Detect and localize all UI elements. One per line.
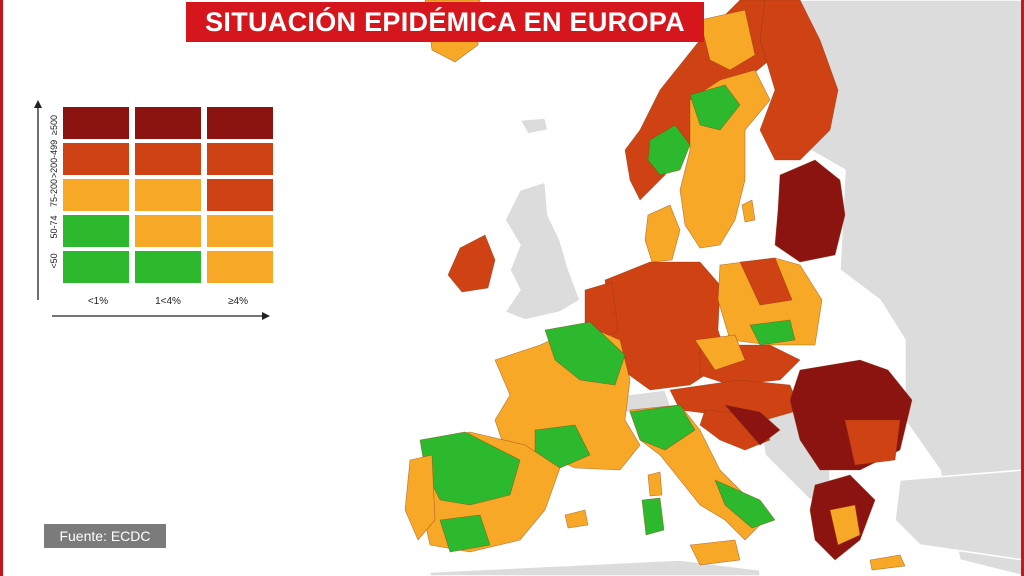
legend-cell: [206, 142, 274, 176]
non-eu-land: [429, 0, 1024, 576]
estonia-latvia-lithuania: [774, 159, 846, 263]
legend-cell: [206, 106, 274, 140]
croatia-dark: [724, 404, 781, 446]
north-africa: [429, 559, 761, 576]
sweden-green: [689, 84, 741, 131]
legend-cell: [206, 178, 274, 212]
france-green-s: [534, 424, 591, 469]
legend-col-label: 1<4%: [155, 296, 181, 307]
legend-row-label: <50: [49, 253, 59, 269]
great-britain: [503, 181, 581, 321]
norway-orange: [699, 9, 756, 71]
denmark: [644, 204, 681, 263]
legend-axes: [34, 100, 270, 320]
legend-cell: [134, 106, 202, 140]
legend-col-label: <1%: [87, 296, 109, 307]
balearic: [564, 509, 589, 529]
portugal: [404, 454, 436, 541]
legend-cell: [134, 250, 202, 284]
norway-green: [647, 124, 691, 176]
poland-green: [749, 319, 796, 346]
legend-cell: [134, 142, 202, 176]
cyprus-crete: [869, 554, 906, 571]
corsica: [647, 471, 663, 497]
ireland: [447, 234, 496, 293]
czech-orange: [694, 334, 746, 371]
legend-cell: [62, 142, 130, 176]
source-label: Fuente: ECDC: [44, 524, 166, 548]
legend-cell: [134, 178, 202, 212]
romania-red: [844, 419, 901, 466]
legend-cell: [62, 250, 130, 284]
iceland: [518, 117, 549, 135]
france-green-ne: [544, 321, 626, 386]
gotland: [741, 199, 756, 223]
poland-red: [739, 257, 793, 306]
legend-cell: [206, 250, 274, 284]
italy-green-s: [714, 479, 776, 529]
legend: ≥500 >200-499 75-200 50-74 <50 <1% 1<4% …: [30, 100, 280, 325]
finland: [759, 0, 839, 161]
legend-cell: [62, 178, 130, 212]
legend-col-label: ≥4%: [228, 296, 248, 307]
legend-cell: [206, 214, 274, 248]
page-title: SITUACIÓN EPIDÉMICA EN EUROPA: [186, 2, 704, 42]
russia-east: [789, 0, 1024, 576]
sardinia: [641, 497, 665, 536]
legend-cell: [62, 106, 130, 140]
legend-cell: [62, 214, 130, 248]
sicily: [689, 539, 741, 566]
italy-green-n: [629, 404, 696, 451]
spain-green-s: [439, 514, 491, 553]
austria-hungary: [669, 379, 801, 421]
eu-regions: [404, 0, 913, 571]
turkey: [894, 469, 1024, 561]
greece-orange: [829, 504, 861, 546]
legend-cell: [134, 214, 202, 248]
